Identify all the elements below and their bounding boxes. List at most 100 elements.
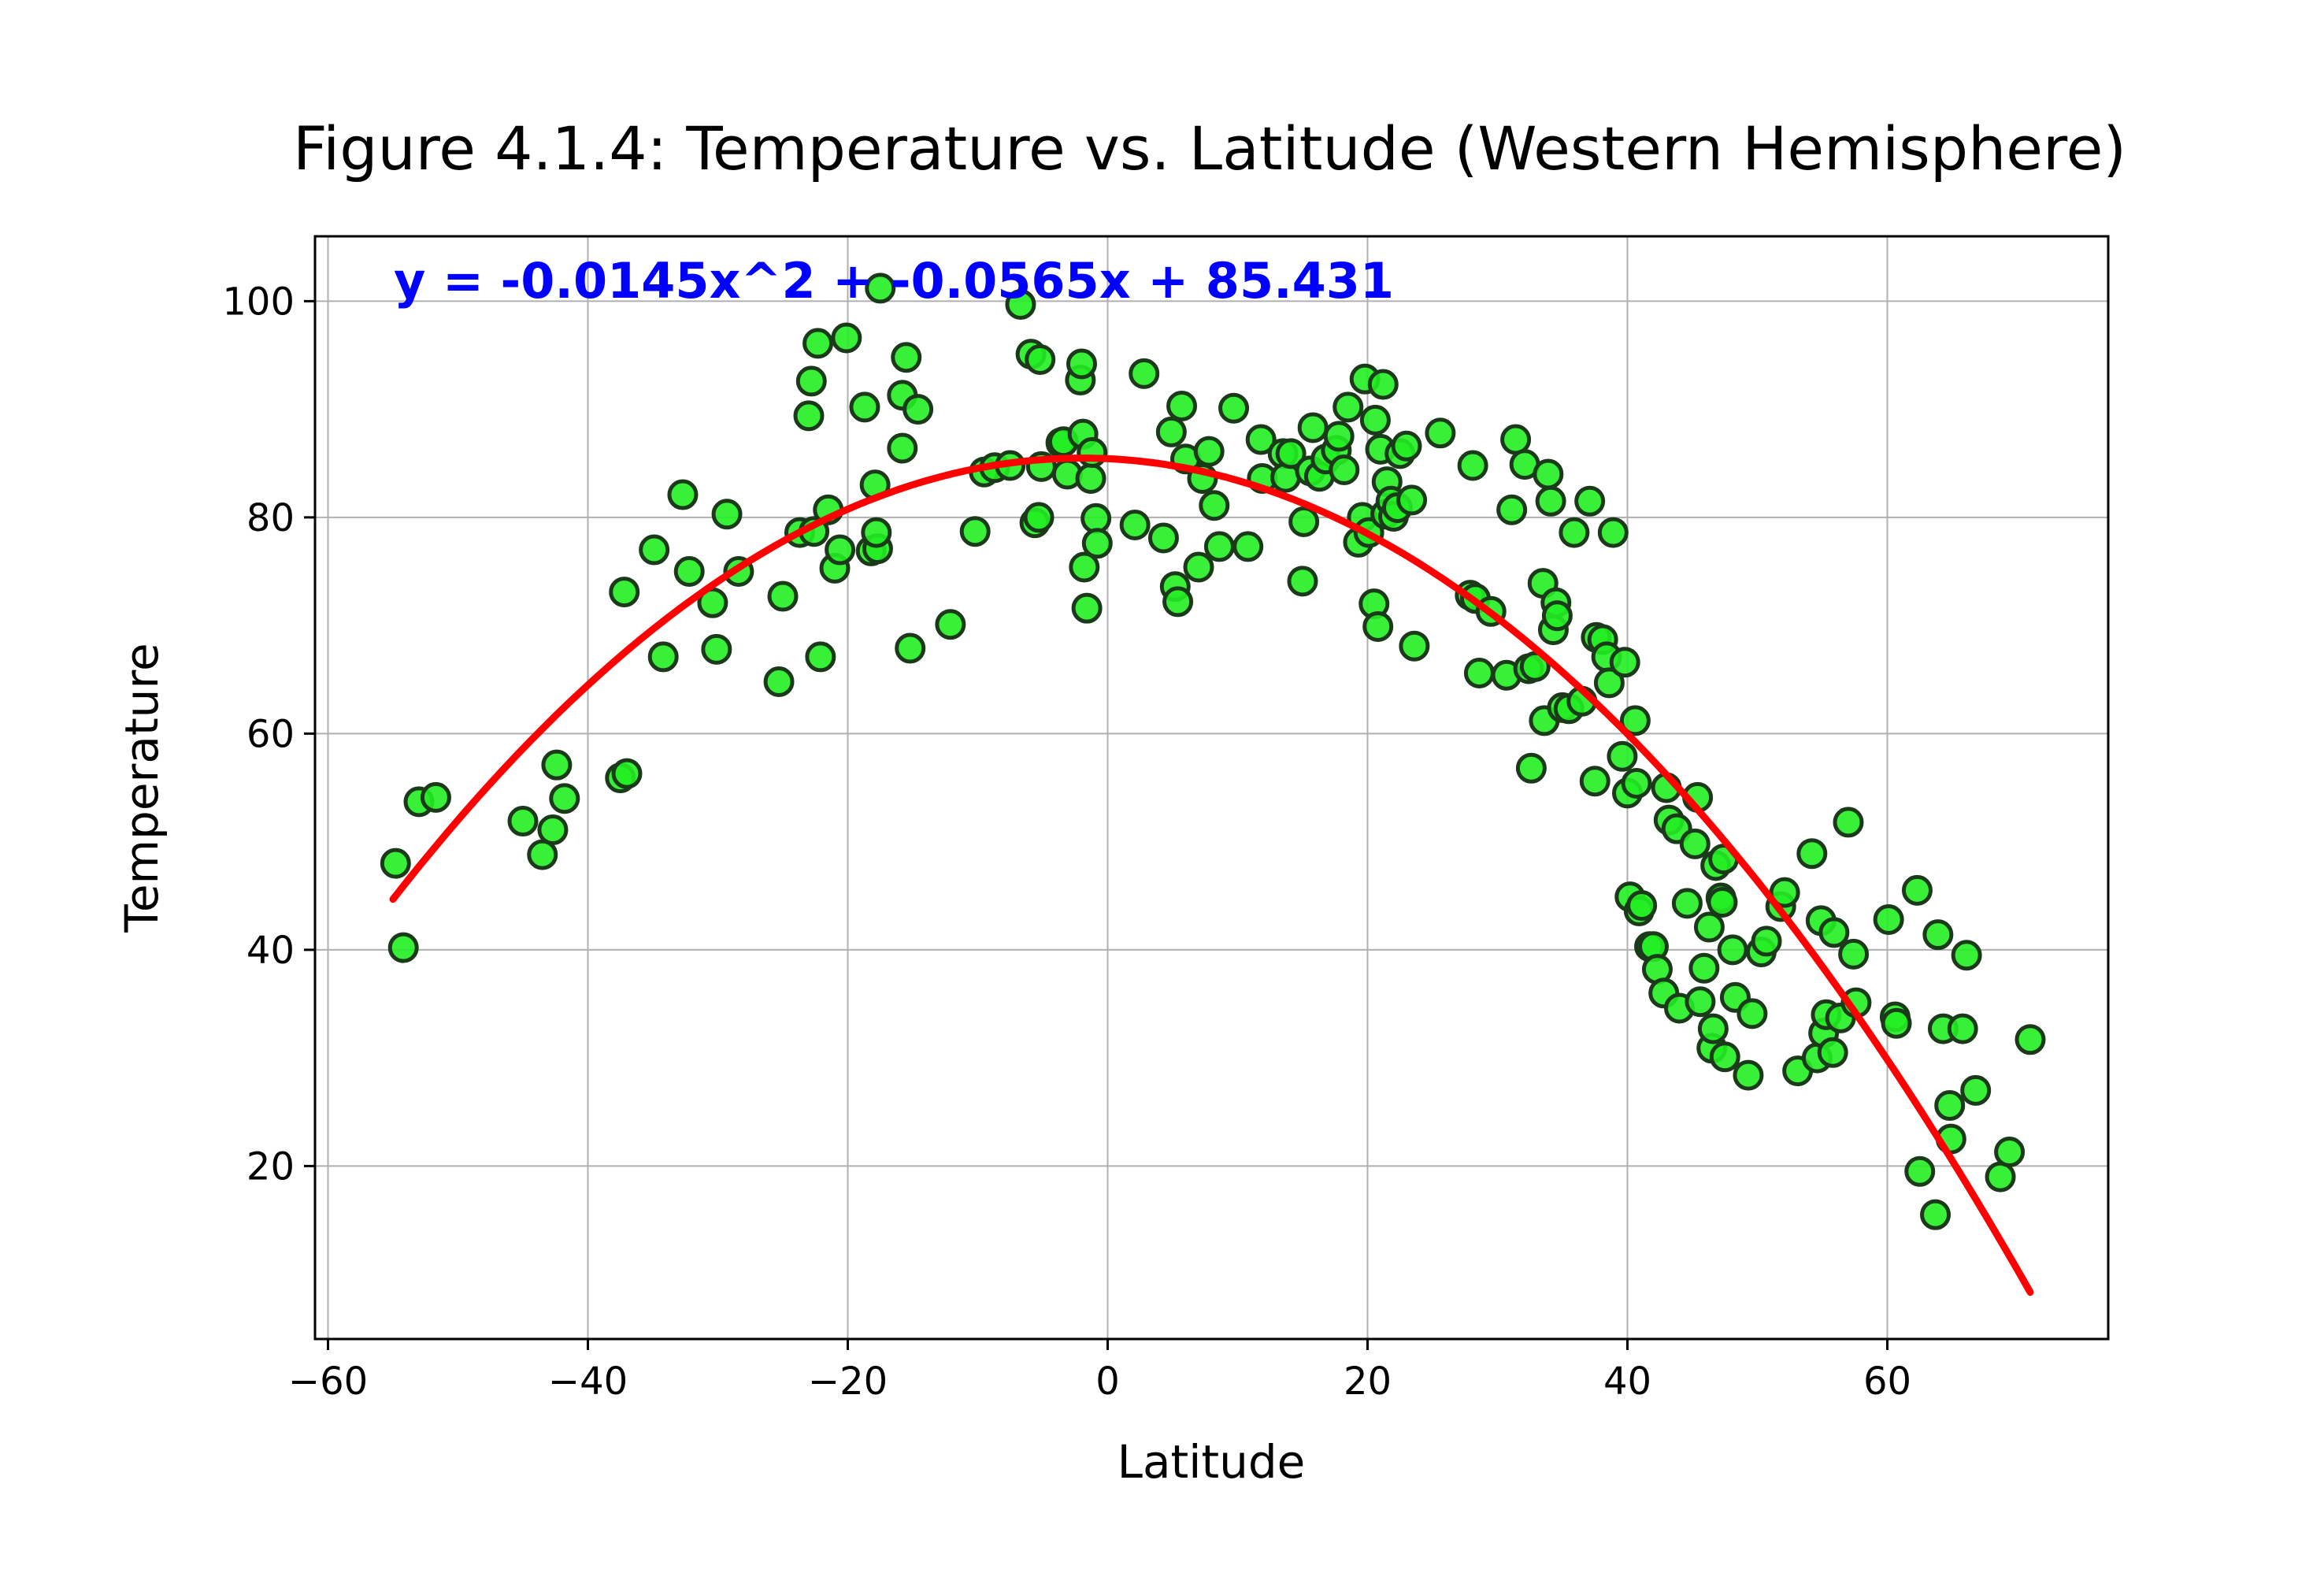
y-tick-label: 80 xyxy=(246,496,295,540)
data-point xyxy=(1147,522,1179,554)
data-point xyxy=(865,273,896,304)
data-point xyxy=(1519,651,1551,682)
regression-equation: y = -0.0145x^2 + -0.0565x + 85.431 xyxy=(394,252,1394,310)
data-point xyxy=(1081,528,1113,559)
data-point xyxy=(1075,462,1106,494)
data-point xyxy=(849,391,880,423)
data-point xyxy=(1881,1007,1912,1039)
x-tick-label: −60 xyxy=(288,1359,368,1404)
data-point xyxy=(1066,348,1097,380)
data-point xyxy=(1960,1074,1992,1106)
data-point xyxy=(795,365,827,397)
data-point xyxy=(1574,485,1606,517)
data-point xyxy=(1500,424,1532,455)
data-point xyxy=(420,781,451,813)
data-point xyxy=(1155,416,1187,447)
x-tick-label: 60 xyxy=(1863,1359,1911,1404)
data-point xyxy=(895,632,926,664)
data-point xyxy=(1533,458,1564,490)
data-point xyxy=(1796,838,1828,870)
data-point xyxy=(1275,438,1307,469)
data-point xyxy=(1671,888,1703,919)
x-tick-label: −40 xyxy=(548,1359,628,1404)
data-point xyxy=(541,749,573,781)
data-point xyxy=(1609,647,1640,678)
data-point xyxy=(891,342,922,373)
data-point xyxy=(1679,828,1711,859)
x-tick-label: 40 xyxy=(1603,1359,1651,1404)
data-point xyxy=(1323,421,1355,452)
data-point xyxy=(609,577,640,608)
data-point xyxy=(711,499,743,530)
data-point xyxy=(1025,343,1056,375)
data-point xyxy=(1362,610,1394,642)
data-point xyxy=(887,432,918,464)
data-point xyxy=(1985,1161,2016,1193)
data-point xyxy=(1817,1037,1848,1068)
data-point xyxy=(1873,903,1904,935)
data-point xyxy=(1951,940,1982,971)
data-point xyxy=(1023,502,1055,533)
x-axis-label: Latitude xyxy=(1118,1435,1306,1489)
data-point xyxy=(1183,551,1214,583)
data-point xyxy=(1162,586,1194,618)
data-point xyxy=(1005,288,1036,320)
data-point xyxy=(1818,917,1850,948)
data-point xyxy=(1947,1013,1978,1044)
data-point xyxy=(1593,667,1625,699)
data-point xyxy=(805,641,836,673)
data-point xyxy=(1737,998,1768,1029)
data-point xyxy=(959,516,991,547)
y-tick-label: 20 xyxy=(246,1144,295,1189)
data-point xyxy=(1920,1199,1951,1230)
data-point xyxy=(793,400,825,432)
data-point xyxy=(1535,485,1566,517)
data-point xyxy=(1069,551,1100,583)
data-point xyxy=(1463,658,1495,689)
data-point xyxy=(1287,566,1318,597)
data-point xyxy=(825,534,856,566)
data-point xyxy=(1457,450,1488,481)
plot-frame xyxy=(313,235,2110,1341)
y-tick-label: 60 xyxy=(246,712,295,756)
data-point xyxy=(1707,886,1738,918)
data-point xyxy=(903,394,934,425)
data-point xyxy=(639,534,670,566)
data-point xyxy=(1203,531,1235,562)
data-point xyxy=(1579,766,1610,797)
data-point xyxy=(1515,752,1547,784)
data-point xyxy=(1697,1013,1729,1044)
data-point xyxy=(1391,430,1422,462)
data-point xyxy=(1245,424,1277,455)
data-point xyxy=(1199,490,1230,521)
data-point xyxy=(1425,417,1456,449)
axis-ticks: −60 −40 −20 0 20 40 60 20 40 60 80 100 xyxy=(222,280,1911,1404)
data-point xyxy=(831,322,862,354)
data-point xyxy=(1709,1041,1740,1073)
data-point xyxy=(1218,392,1250,424)
data-point xyxy=(1166,390,1198,421)
data-point xyxy=(507,806,539,837)
data-point xyxy=(1607,740,1638,772)
data-point xyxy=(1833,807,1864,838)
data-point xyxy=(1071,592,1103,624)
data-point xyxy=(537,814,569,846)
chart-title: Figure 4.1.4: Temperature vs. Latitude (… xyxy=(293,113,2126,184)
data-point xyxy=(1994,1137,2026,1168)
data-point xyxy=(697,587,728,618)
data-point xyxy=(1129,358,1160,389)
data-point xyxy=(1838,938,1870,970)
data-point xyxy=(1333,391,1364,423)
data-point xyxy=(380,848,411,879)
data-point xyxy=(527,839,558,870)
data-point xyxy=(1541,600,1573,632)
data-point xyxy=(611,758,643,789)
data-point xyxy=(1685,986,1716,1018)
data-point xyxy=(1621,768,1652,799)
data-point xyxy=(1288,506,1320,537)
data-point xyxy=(1619,705,1651,736)
data-point xyxy=(549,783,580,814)
data-point xyxy=(647,641,679,673)
